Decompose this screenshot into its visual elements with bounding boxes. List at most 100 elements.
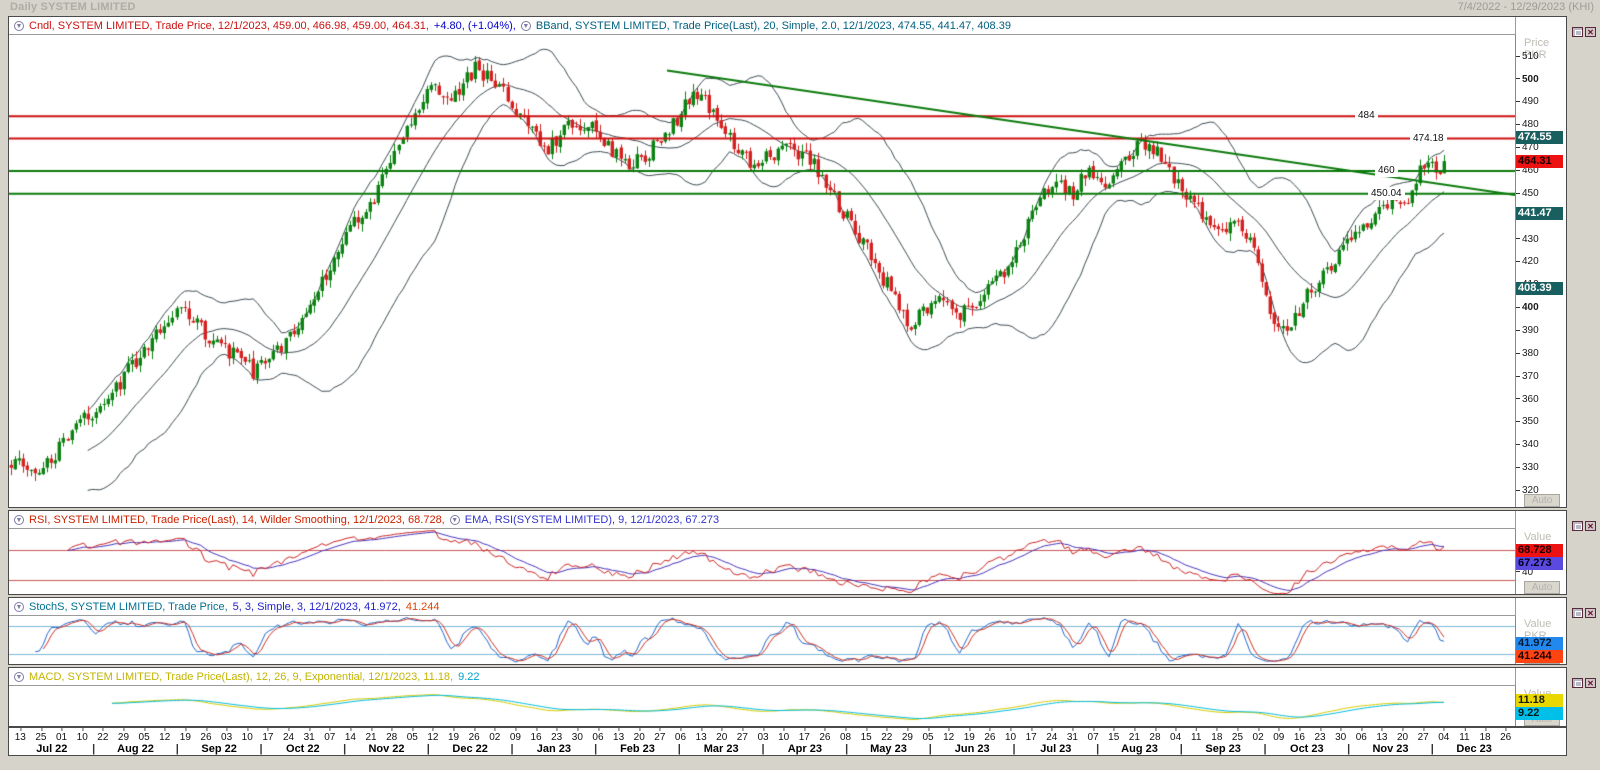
month-separator: | bbox=[761, 743, 765, 755]
rsi-panel: ▼ RSI, SYSTEM LIMITED, Trade Price(Last)… bbox=[8, 510, 1567, 595]
cndl-change-label: +4.80, (+1.04%), bbox=[433, 19, 516, 32]
rsi-axis-auto-button[interactable]: Auto bbox=[1524, 581, 1560, 594]
minimize-icon[interactable] bbox=[1572, 521, 1583, 531]
price-chart-canvas[interactable] bbox=[9, 35, 1515, 507]
time-axis-day-label: 29 bbox=[901, 728, 913, 743]
rsi-chart-area[interactable] bbox=[9, 529, 1515, 594]
time-axis-day-label: 11 bbox=[1191, 728, 1202, 743]
collapse-icon[interactable]: ▼ bbox=[520, 20, 531, 31]
time-axis-day-label: 05 bbox=[922, 728, 934, 743]
macd-chart-canvas[interactable] bbox=[9, 686, 1515, 726]
time-axis-month-label: Apr 23 bbox=[787, 743, 822, 755]
stoch-legend-name: StochS, SYSTEM LIMITED, Trade Price, bbox=[29, 600, 228, 613]
stoch-axis-badge: 41.972 bbox=[1516, 637, 1563, 651]
time-axis-day-label: 10 bbox=[1004, 728, 1017, 743]
time-axis-day-label: 10 bbox=[241, 728, 253, 743]
price-chart-area[interactable]: 484 474.18 460 450.04 bbox=[9, 35, 1515, 507]
price-panel-controls: ✕ bbox=[1572, 27, 1596, 37]
month-separator: | bbox=[928, 743, 932, 755]
stoch-panel-controls: ✕ bbox=[1572, 608, 1596, 618]
minimize-icon[interactable] bbox=[1572, 27, 1583, 37]
time-axis-day-label: 04 bbox=[1438, 728, 1450, 743]
time-axis-day-label: 17 bbox=[1025, 728, 1037, 743]
time-axis-day-label: 19 bbox=[447, 728, 460, 743]
stoch-legend-d-value: 41.244 bbox=[405, 600, 440, 613]
time-axis-month-label: Oct 23 bbox=[1290, 743, 1324, 755]
rsi-legend: ▼ RSI, SYSTEM LIMITED, Trade Price(Last)… bbox=[9, 511, 1516, 529]
macd-axis[interactable]: Value PKR Auto 11.189.22 bbox=[1515, 686, 1566, 726]
time-axis-month-label: Jun 23 bbox=[954, 743, 990, 755]
time-axis[interactable]: 13 25 01 10 22 29 05 12 19 26 03 10 17 24 31 07 14 21 28 05… bbox=[8, 727, 1567, 756]
month-separator: | bbox=[1012, 743, 1016, 755]
price-legend: ▼ Cndl, SYSTEM LIMITED, Trade Price, 12/… bbox=[9, 17, 1516, 35]
time-axis-day-label: 22 bbox=[881, 728, 893, 743]
time-axis-day-label: 09 bbox=[1273, 728, 1285, 743]
time-axis-month-label: Sep 23 bbox=[1205, 743, 1241, 755]
date-range-label: 7/4/2022 - 12/29/2023 (KHI) bbox=[1457, 1, 1594, 13]
time-axis-day-label: 09 bbox=[509, 728, 521, 743]
time-axis-day-label: 08 bbox=[839, 728, 852, 743]
stoch-axis-badge: 41.244 bbox=[1516, 650, 1563, 664]
macd-axis-badge: 11.18 bbox=[1516, 694, 1563, 708]
rsi-chart-canvas[interactable] bbox=[9, 529, 1515, 594]
collapse-icon[interactable]: ▼ bbox=[449, 514, 460, 525]
price-axis-auto-button[interactable]: Auto bbox=[1524, 494, 1560, 507]
price-level-label: 474.18 bbox=[1410, 131, 1447, 145]
time-axis-day-label: 23 bbox=[1314, 728, 1326, 743]
time-axis-day-label: 17 bbox=[798, 728, 810, 743]
month-separator: | bbox=[845, 743, 849, 755]
price-axis-tick: 430 bbox=[1516, 234, 1539, 246]
macd-chart-area[interactable] bbox=[9, 686, 1515, 726]
time-axis-day-label: 25 bbox=[35, 728, 47, 743]
close-icon[interactable]: ✕ bbox=[1585, 608, 1596, 618]
time-axis-day-label: 19 bbox=[179, 728, 191, 743]
time-axis-day-label: 02 bbox=[489, 728, 501, 743]
month-separator: | bbox=[1096, 743, 1100, 755]
macd-legend: ▼ MACD, SYSTEM LIMITED, Trade Price(Last… bbox=[9, 668, 1516, 686]
window-titlebar: Daily SYSTEM LIMITED 7/4/2022 - 12/29/20… bbox=[0, 0, 1600, 15]
close-icon[interactable]: ✕ bbox=[1585, 27, 1596, 37]
month-separator: | bbox=[175, 743, 179, 755]
time-axis-day-label: 13 bbox=[695, 728, 707, 743]
price-axis[interactable]: Price PKR Auto 5105004904804704604504404… bbox=[1515, 35, 1566, 507]
stoch-legend-params: 5, 3, Simple, 3, 12/1/2023, 41.972, bbox=[232, 600, 401, 613]
time-axis-day-label: 23 bbox=[551, 728, 563, 743]
month-separator: | bbox=[1179, 743, 1183, 755]
close-icon[interactable]: ✕ bbox=[1585, 521, 1596, 531]
rsi-axis-badge: 67.273 bbox=[1516, 557, 1563, 571]
price-axis-tick: 400 bbox=[1516, 302, 1539, 314]
price-axis-tick: 450 bbox=[1516, 188, 1539, 200]
minimize-icon[interactable] bbox=[1572, 608, 1583, 618]
time-axis-day-label: 20 bbox=[716, 728, 728, 743]
month-separator: | bbox=[1430, 743, 1434, 755]
macd-axis-badge: 9.22 bbox=[1516, 707, 1563, 721]
collapse-icon[interactable]: ▼ bbox=[14, 601, 24, 612]
price-axis-badge: 441.47 bbox=[1516, 206, 1563, 220]
time-axis-month-label: Aug 23 bbox=[1121, 743, 1158, 755]
time-axis-day-label: 07 bbox=[324, 728, 336, 743]
time-axis-month-label: Dec 22 bbox=[452, 743, 488, 755]
collapse-icon[interactable]: ▼ bbox=[14, 20, 24, 31]
time-axis-day-label: 13 bbox=[1376, 728, 1388, 743]
time-axis-day-label: 21 bbox=[1128, 728, 1140, 743]
minimize-icon[interactable] bbox=[1572, 678, 1583, 688]
time-axis-day-label: 26 bbox=[200, 728, 212, 743]
cndl-legend-label: Cndl, SYSTEM LIMITED, Trade Price, 12/1/… bbox=[29, 19, 429, 32]
close-icon[interactable]: ✕ bbox=[1585, 678, 1596, 688]
stoch-chart-area[interactable] bbox=[9, 616, 1515, 664]
collapse-icon[interactable]: ▼ bbox=[14, 671, 24, 682]
time-axis-day-label: 17 bbox=[262, 728, 274, 743]
time-axis-day-label: 24 bbox=[1046, 728, 1058, 743]
time-axis-day-label: 13 bbox=[14, 728, 26, 743]
price-axis-tick: 390 bbox=[1516, 325, 1539, 337]
time-axis-month-label: Jan 23 bbox=[536, 743, 571, 755]
stoch-chart-canvas[interactable] bbox=[9, 616, 1515, 664]
price-axis-tick: 490 bbox=[1516, 96, 1539, 108]
time-axis-day-label: 20 bbox=[633, 728, 645, 743]
collapse-icon[interactable]: ▼ bbox=[14, 514, 24, 525]
time-axis-day-label: 03 bbox=[757, 728, 769, 743]
price-axis-tick: 480 bbox=[1516, 119, 1539, 131]
time-axis-month-label: Oct 22 bbox=[286, 743, 320, 755]
